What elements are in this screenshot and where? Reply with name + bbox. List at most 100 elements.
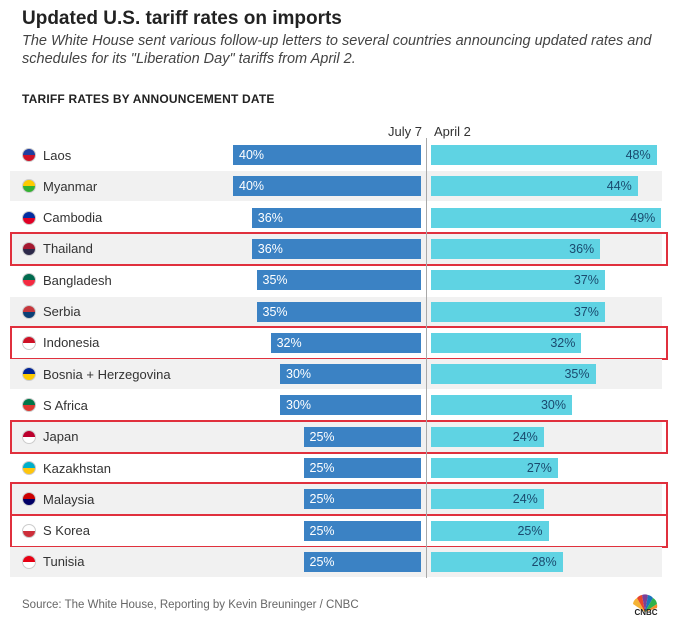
- south-africa-flag-icon: [22, 398, 36, 413]
- value-label-april: 32%: [550, 335, 576, 350]
- bar-april-2: [431, 551, 563, 572]
- bar-april-2: [431, 520, 549, 541]
- country-label: S Africa: [22, 390, 88, 420]
- country-label: Bangladesh: [22, 265, 112, 295]
- tunisia-flag-icon: [22, 554, 36, 569]
- column-header-july: July 7: [388, 124, 422, 139]
- source-note: Source: The White House, Reporting by Ke…: [22, 599, 359, 611]
- value-label-april: 49%: [630, 210, 656, 225]
- bar-july-7: [251, 238, 421, 259]
- value-label-april: 24%: [512, 429, 538, 444]
- value-label-july: 35%: [262, 304, 288, 319]
- bar-july-7: [303, 489, 421, 510]
- country-label: Bosnia + Herzegovina: [22, 359, 171, 389]
- bar-april-2: [431, 176, 638, 197]
- country-name: Myanmar: [43, 178, 98, 194]
- value-label-july: 25%: [309, 554, 335, 569]
- bosnia-flag-icon: [22, 367, 36, 382]
- highlight-box: [10, 231, 668, 266]
- bar-july-7: [256, 301, 421, 322]
- country-name: Indonesia: [43, 335, 100, 351]
- value-label-april: 37%: [573, 304, 599, 319]
- value-label-july: 25%: [309, 429, 335, 444]
- bar-april-2: [431, 145, 657, 165]
- bar-april-2: [431, 207, 662, 228]
- chart-subtitle: The White House sent various follow-up l…: [22, 33, 652, 67]
- section-label: TARIFF RATES BY ANNOUNCEMENT DATE: [22, 92, 275, 106]
- cambodia-flag-icon: [22, 210, 36, 225]
- value-label-april: 36%: [569, 241, 595, 256]
- country-name: Cambodia: [43, 210, 103, 226]
- bar-april-2: [431, 489, 544, 510]
- value-label-april: 35%: [564, 367, 590, 382]
- country-name: Kazakhstan: [43, 460, 111, 476]
- bar-july-7: [233, 176, 421, 197]
- chart-title: Updated U.S. tariff rates on imports: [22, 8, 342, 29]
- country-name: Japan: [43, 429, 79, 445]
- value-label-july: 25%: [309, 461, 335, 475]
- country-label: Kazakhstan: [22, 453, 111, 483]
- value-label-april: 25%: [517, 523, 543, 538]
- country-name: Tunisia: [43, 554, 85, 570]
- bar-april-2: [431, 238, 601, 259]
- south-korea-flag-icon: [22, 523, 36, 538]
- country-name: Malaysia: [43, 491, 95, 507]
- country-label: Tunisia: [22, 547, 84, 577]
- value-label-april: 27%: [526, 461, 552, 475]
- highlight-box: [10, 513, 668, 548]
- country-label: Myanmar: [22, 171, 97, 201]
- highlight-box: [10, 419, 668, 454]
- country-label: Serbia: [22, 297, 81, 327]
- bangladesh-flag-icon: [22, 273, 36, 288]
- bar-april-2: [431, 364, 596, 385]
- thailand-flag-icon: [22, 241, 36, 256]
- value-label-april: 37%: [573, 273, 599, 288]
- value-label-april: 28%: [531, 554, 557, 569]
- value-label-april: 44%: [606, 179, 632, 194]
- laos-flag-icon: [22, 148, 36, 162]
- highlight-box: [10, 482, 668, 517]
- value-label-july: 36%: [257, 210, 283, 225]
- value-label-april: 48%: [625, 148, 651, 162]
- value-label-july: 35%: [262, 273, 288, 288]
- indonesia-flag-icon: [22, 335, 36, 350]
- country-name: Laos: [43, 147, 72, 163]
- bar-april-2: [431, 395, 572, 416]
- serbia-flag-icon: [22, 304, 36, 319]
- bar-july-7: [303, 520, 421, 541]
- bar-july-7: [303, 426, 421, 447]
- country-name: Serbia: [43, 304, 81, 319]
- country-name: S Korea: [43, 523, 90, 539]
- country-label: Japan: [22, 422, 78, 452]
- country-name: Bangladesh: [43, 272, 112, 288]
- bar-july-7: [270, 332, 421, 353]
- country-label: Thailand: [22, 234, 93, 264]
- bar-july-7: [303, 458, 421, 478]
- japan-flag-icon: [22, 429, 36, 444]
- country-name: S Africa: [43, 397, 88, 413]
- value-label-april: 24%: [512, 492, 538, 507]
- country-label: Indonesia: [22, 328, 99, 358]
- country-name: Thailand: [43, 241, 93, 257]
- malaysia-flag-icon: [22, 492, 36, 507]
- country-label: Laos: [22, 140, 71, 170]
- cnbc-logo-text: CNBC: [634, 608, 658, 617]
- kazakhstan-flag-icon: [22, 461, 36, 475]
- country-label: Cambodia: [22, 203, 102, 233]
- country-name: Bosnia + Herzegovina: [43, 366, 171, 382]
- value-label-july: 25%: [309, 492, 335, 507]
- cnbc-peacock-icon: [633, 594, 658, 612]
- country-label: Malaysia: [22, 484, 94, 514]
- bar-april-2: [431, 301, 605, 322]
- country-label: S Korea: [22, 516, 90, 546]
- bar-july-7: [280, 364, 421, 385]
- myanmar-flag-icon: [22, 179, 36, 194]
- value-label-july: 36%: [257, 241, 283, 256]
- value-label-july: 25%: [309, 523, 335, 538]
- bar-april-2: [431, 458, 558, 478]
- bar-july-7: [280, 395, 421, 416]
- value-label-july: 40%: [239, 179, 265, 194]
- center-divider: [426, 138, 427, 578]
- column-header-april: April 2: [434, 124, 471, 139]
